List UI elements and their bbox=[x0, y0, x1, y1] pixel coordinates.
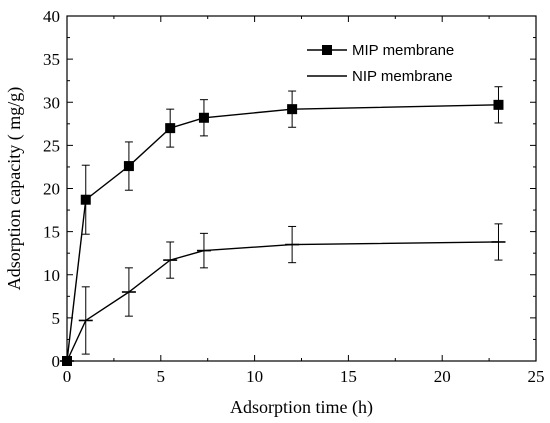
legend: MIP membrane NIP membrane bbox=[307, 42, 454, 85]
data-point bbox=[165, 123, 176, 134]
y-tick-label: 30 bbox=[43, 93, 60, 112]
legend-label: MIP membrane bbox=[352, 42, 454, 59]
x-tick-label: 25 bbox=[528, 367, 545, 386]
data-point bbox=[80, 194, 91, 205]
axes: 0 5 10 15 20 25 0 5 10 15 20 25 30 35 40 bbox=[43, 7, 545, 386]
y-tick-label: 15 bbox=[43, 223, 60, 242]
x-tick-label: 10 bbox=[246, 367, 263, 386]
x-axis-title: Adsorption time (h) bbox=[230, 397, 373, 418]
x-tick-label: 15 bbox=[340, 367, 357, 386]
series-nip bbox=[60, 223, 506, 362]
y-tick-label: 35 bbox=[43, 50, 60, 69]
data-point bbox=[493, 99, 504, 110]
y-tick-label: 20 bbox=[43, 180, 60, 199]
series-layer bbox=[60, 86, 506, 366]
y-tick-label: 5 bbox=[52, 309, 61, 328]
data-point bbox=[198, 112, 209, 123]
data-point bbox=[287, 104, 298, 115]
y-tick-label: 0 bbox=[52, 352, 61, 371]
plot-frame bbox=[66, 15, 537, 362]
legend-item: MIP membrane bbox=[307, 42, 454, 59]
series-line bbox=[66, 104, 499, 362]
x-tick-label: 0 bbox=[63, 367, 72, 386]
y-tick-label: 10 bbox=[43, 266, 60, 285]
legend-item: NIP membrane bbox=[307, 68, 453, 85]
y-tick-label: 40 bbox=[43, 7, 60, 26]
x-tick-label: 20 bbox=[434, 367, 451, 386]
series-line bbox=[66, 241, 499, 362]
y-tick-label: 25 bbox=[43, 136, 60, 155]
legend-label: NIP membrane bbox=[352, 68, 453, 85]
data-point bbox=[123, 161, 134, 172]
y-axis-title: Adsorption capacity ( mg/g) bbox=[4, 87, 25, 290]
legend-marker bbox=[322, 45, 332, 55]
series-mip bbox=[62, 86, 504, 366]
x-tick-label: 5 bbox=[157, 367, 166, 386]
